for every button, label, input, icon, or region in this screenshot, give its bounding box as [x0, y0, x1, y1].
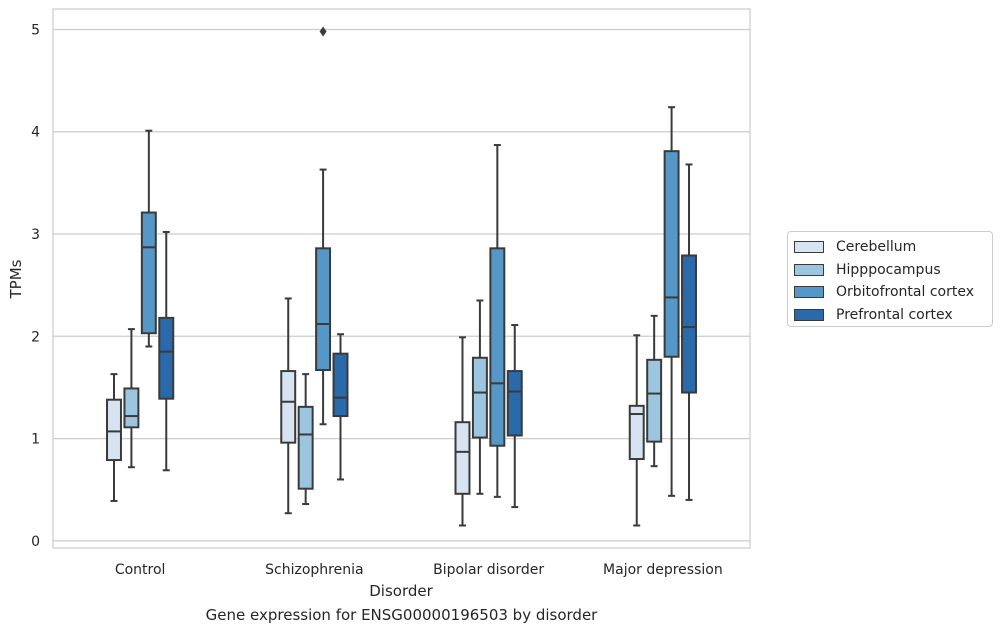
- box-orbitofrontal-cortex: [140, 129, 157, 348]
- y-tick-label: 1: [31, 432, 40, 448]
- legend: Cerebellum Hipppocampus Orbitofrontal cort…: [787, 231, 993, 327]
- box-iqr: [123, 387, 140, 429]
- legend-label: Hipppocampus: [836, 261, 941, 278]
- box-hipppocampus: [646, 314, 663, 468]
- box-orbitofrontal-cortex: [315, 26, 332, 426]
- legend-item: Orbitofrontal cortex: [788, 281, 992, 304]
- y-tick-label: 0: [31, 534, 40, 550]
- box-iqr: [106, 398, 122, 462]
- box-hipppocampus: [123, 328, 140, 469]
- box-iqr: [280, 370, 297, 444]
- box-prefrontal-cortex: [332, 333, 349, 481]
- grid-lines: [53, 28, 750, 542]
- legend-item: Prefrontal cortex: [788, 304, 992, 327]
- y-tick-labels: 0 1 2 3 4 5: [31, 22, 40, 549]
- box-iqr: [140, 211, 157, 335]
- box-iqr: [628, 404, 645, 461]
- box-iqr: [646, 358, 663, 443]
- legend-label: Prefrontal cortex: [836, 306, 953, 323]
- legend-swatch: [794, 286, 824, 299]
- plot-area-frame: [52, 8, 751, 549]
- x-axis-label: Disorder: [369, 582, 433, 600]
- legend-label: Orbitofrontal cortex: [836, 284, 974, 301]
- box-cerebellum: [280, 297, 297, 515]
- x-tick-label: Schizophrenia: [265, 562, 363, 578]
- x-tick-label: Control: [115, 562, 166, 578]
- legend-item: Cerebellum: [788, 236, 992, 259]
- legend-swatch: [794, 263, 824, 276]
- outlier-point: [319, 26, 327, 37]
- y-axis-label: TPMs: [7, 259, 25, 299]
- box-prefrontal-cortex: [681, 163, 697, 501]
- figure-caption: Gene expression for ENSG00000196503 by d…: [205, 606, 598, 624]
- box-iqr: [454, 421, 471, 495]
- legend-swatch: [794, 308, 824, 321]
- box-iqr: [489, 247, 506, 447]
- box-orbitofrontal-cortex: [663, 106, 680, 497]
- box-plot-series: [106, 26, 697, 527]
- box-iqr: [315, 247, 332, 372]
- y-tick-label: 4: [31, 125, 40, 141]
- box-cerebellum: [106, 373, 122, 502]
- y-tick-label: 5: [31, 22, 40, 38]
- box-hipppocampus: [297, 373, 314, 506]
- box-iqr: [681, 254, 697, 394]
- box-cerebellum: [628, 334, 645, 527]
- legend-swatch: [794, 241, 824, 254]
- box-prefrontal-cortex: [506, 324, 523, 509]
- box-iqr: [506, 370, 523, 437]
- box-iqr: [471, 356, 488, 439]
- box-iqr: [297, 405, 314, 490]
- box-prefrontal-cortex: [158, 230, 175, 472]
- x-tick-label: Major depression: [603, 562, 723, 578]
- box-hipppocampus: [471, 299, 488, 495]
- box-iqr: [158, 316, 175, 400]
- x-tick-label: Bipolar disorder: [433, 562, 544, 578]
- y-tick-label: 2: [31, 329, 40, 345]
- legend-label: Cerebellum: [836, 239, 917, 256]
- legend-item: Hipppocampus: [788, 259, 992, 282]
- x-tick-labels: Control Schizophrenia Bipolar disorder Majo…: [115, 562, 723, 578]
- box-iqr: [663, 150, 680, 358]
- box-cerebellum: [454, 336, 471, 527]
- box-iqr: [332, 352, 349, 418]
- y-tick-label: 3: [31, 227, 40, 243]
- box-orbitofrontal-cortex: [489, 144, 506, 498]
